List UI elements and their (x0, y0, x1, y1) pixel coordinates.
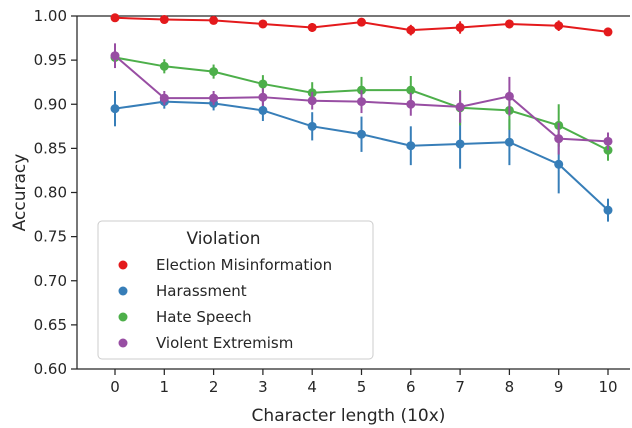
data-point (307, 22, 317, 32)
data-point (258, 79, 268, 89)
x-tick-label: 7 (455, 378, 465, 396)
legend-item: Harassment (118, 282, 247, 300)
x-tick-label: 5 (357, 378, 367, 396)
data-point (258, 105, 268, 115)
x-tick-label: 10 (598, 378, 617, 396)
legend-item: Hate Speech (118, 308, 252, 326)
data-point (258, 19, 268, 29)
data-point (159, 93, 169, 103)
data-point (209, 15, 219, 25)
legend-item: Violent Extremism (118, 334, 293, 352)
legend-label: Election Misinformation (156, 256, 332, 274)
legend-marker (118, 286, 128, 296)
series-election-misinformation (110, 13, 613, 37)
legend-marker (118, 260, 128, 270)
data-point (159, 61, 169, 71)
x-tick-label: 3 (258, 378, 268, 396)
data-point (603, 205, 613, 215)
data-point (554, 21, 564, 31)
data-point (554, 159, 564, 169)
x-tick-label: 9 (554, 378, 564, 396)
data-point (603, 27, 613, 37)
x-tick-label: 8 (505, 378, 515, 396)
data-point (603, 136, 613, 146)
data-point (159, 15, 169, 25)
data-point (504, 91, 514, 101)
y-tick-label: 0.75 (34, 228, 67, 246)
data-point (357, 17, 366, 27)
x-axis-label: Character length (10x) (252, 406, 446, 426)
data-point (455, 139, 465, 149)
y-tick-label: 0.65 (34, 316, 67, 334)
legend-items: Election Misinformation Harassment Hate Sp… (118, 256, 332, 352)
x-tick-label: 4 (307, 378, 317, 396)
data-point (406, 99, 416, 109)
data-point (406, 85, 416, 95)
y-tick-label: 1.00 (34, 7, 67, 25)
y-tick-label: 0.60 (34, 360, 67, 378)
data-point (406, 25, 416, 35)
data-point (209, 67, 219, 77)
x-tick-label: 0 (110, 378, 120, 396)
data-point (504, 19, 514, 29)
legend-title: Violation (186, 229, 260, 249)
data-point (455, 22, 465, 32)
series-violent-extremism (110, 43, 613, 155)
x-tick-label: 2 (209, 378, 219, 396)
ticks-layer: 0.60 0.65 0.70 0.75 0.80 0.85 0.90 0.95 1.00 0 1 2 3… (34, 7, 618, 396)
data-point (209, 93, 219, 103)
y-tick-label: 0.90 (34, 95, 67, 113)
legend-label: Harassment (156, 282, 247, 300)
y-tick-label: 0.85 (34, 139, 67, 157)
data-point (110, 51, 120, 61)
x-tick-label: 6 (406, 378, 416, 396)
legend: Violation Election Misinformation Harassm… (97, 220, 374, 360)
x-tick-label: 1 (160, 378, 170, 396)
data-point (554, 134, 564, 144)
legend-label: Violent Extremism (156, 334, 293, 352)
y-tick-label: 0.95 (34, 51, 67, 69)
legend-marker (118, 338, 128, 348)
data-point (455, 102, 465, 112)
data-point (258, 92, 268, 102)
y-tick-label: 0.80 (34, 184, 67, 202)
y-axis-label: Accuracy (10, 154, 30, 232)
y-tick-label: 0.70 (34, 272, 67, 290)
legend-marker (118, 312, 128, 322)
legend-box (97, 220, 374, 360)
legend-label: Hate Speech (156, 308, 252, 326)
data-point (406, 141, 416, 151)
data-point (110, 13, 120, 23)
data-point (307, 121, 317, 131)
series-layer (110, 13, 613, 222)
data-point (357, 97, 366, 107)
data-point (110, 104, 120, 114)
data-point (307, 96, 317, 106)
legend-item: Election Misinformation (118, 256, 332, 274)
data-point (357, 129, 366, 139)
data-point (504, 137, 514, 147)
